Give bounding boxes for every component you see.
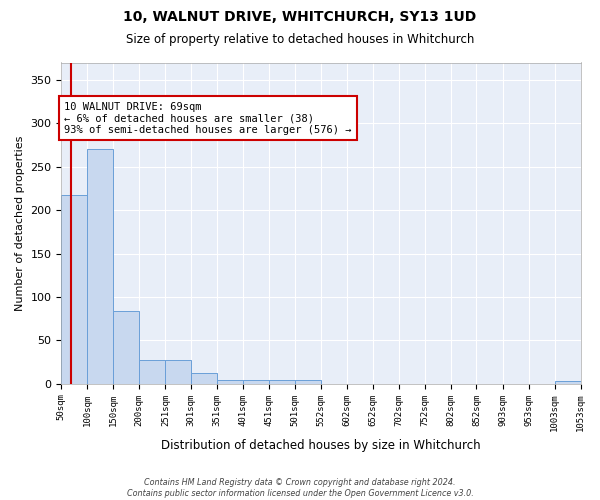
Bar — [87, 150, 113, 384]
Bar — [191, 374, 217, 384]
Bar — [295, 380, 321, 384]
Text: Contains HM Land Registry data © Crown copyright and database right 2024.
Contai: Contains HM Land Registry data © Crown c… — [127, 478, 473, 498]
Bar — [113, 311, 139, 384]
Y-axis label: Number of detached properties: Number of detached properties — [15, 136, 25, 311]
Text: 10, WALNUT DRIVE, WHITCHURCH, SY13 1UD: 10, WALNUT DRIVE, WHITCHURCH, SY13 1UD — [124, 10, 476, 24]
Bar — [269, 380, 295, 384]
Text: 10 WALNUT DRIVE: 69sqm
← 6% of detached houses are smaller (38)
93% of semi-deta: 10 WALNUT DRIVE: 69sqm ← 6% of detached … — [64, 102, 352, 135]
Bar — [166, 360, 191, 384]
Text: Size of property relative to detached houses in Whitchurch: Size of property relative to detached ho… — [126, 32, 474, 46]
Bar — [243, 380, 269, 384]
Bar — [554, 381, 581, 384]
X-axis label: Distribution of detached houses by size in Whitchurch: Distribution of detached houses by size … — [161, 440, 481, 452]
Bar — [217, 380, 243, 384]
Bar — [139, 360, 166, 384]
Bar — [61, 194, 87, 384]
